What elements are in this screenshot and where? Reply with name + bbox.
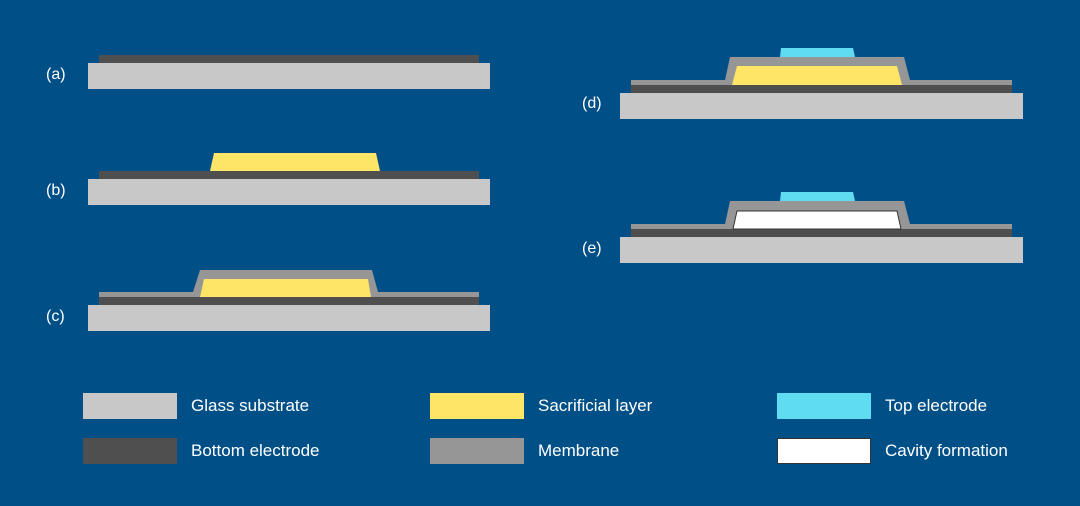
glass-substrate <box>88 305 490 331</box>
sacrificial-layer <box>732 66 902 85</box>
legend-swatch <box>777 393 871 419</box>
top-electrode <box>780 48 855 57</box>
legend-swatch <box>430 393 524 419</box>
legend-glass-substrate: Glass substrate <box>83 393 309 419</box>
legend-membrane: Membrane <box>430 438 619 464</box>
legend-swatch <box>777 438 871 464</box>
legend-cavity-formation: Cavity formation <box>777 438 1008 464</box>
step-e <box>620 192 1023 263</box>
legend-label: Top electrode <box>885 396 988 415</box>
legend-swatch <box>83 393 177 419</box>
glass-substrate <box>88 179 490 205</box>
sacrificial-layer <box>200 279 371 297</box>
legend-swatch <box>83 438 177 464</box>
step-c <box>88 270 490 331</box>
step-label-e: (e) <box>582 240 602 257</box>
top-electrode <box>780 192 855 201</box>
step-label-d: (d) <box>582 95 602 112</box>
legend-label: Glass substrate <box>191 396 310 415</box>
bottom-electrode <box>631 85 1012 93</box>
bottom-electrode <box>631 229 1012 237</box>
legend-top-electrode: Top electrode <box>777 393 987 419</box>
step-label-b: (b) <box>46 182 66 199</box>
legend-label: Membrane <box>538 441 620 460</box>
step-a <box>88 55 490 89</box>
legend-label: Bottom electrode <box>191 441 320 460</box>
glass-substrate <box>620 237 1023 263</box>
legend-sacrificial-layer: Sacrificial layer <box>430 393 652 419</box>
step-b <box>88 153 490 205</box>
bottom-electrode <box>99 171 479 179</box>
legend-label: Cavity formation <box>885 441 1008 460</box>
step-label-a: (a) <box>46 66 66 83</box>
legend-bottom-electrode: Bottom electrode <box>83 438 320 464</box>
bottom-electrode <box>99 55 479 63</box>
glass-substrate <box>88 63 490 89</box>
legend-swatch <box>430 438 524 464</box>
glass-substrate <box>620 93 1023 119</box>
bottom-electrode <box>99 297 479 305</box>
sacrificial-layer <box>210 153 380 171</box>
step-d <box>620 48 1023 119</box>
step-label-c: (c) <box>46 308 65 325</box>
cavity <box>732 210 902 230</box>
legend-label: Sacrificial layer <box>538 396 653 415</box>
